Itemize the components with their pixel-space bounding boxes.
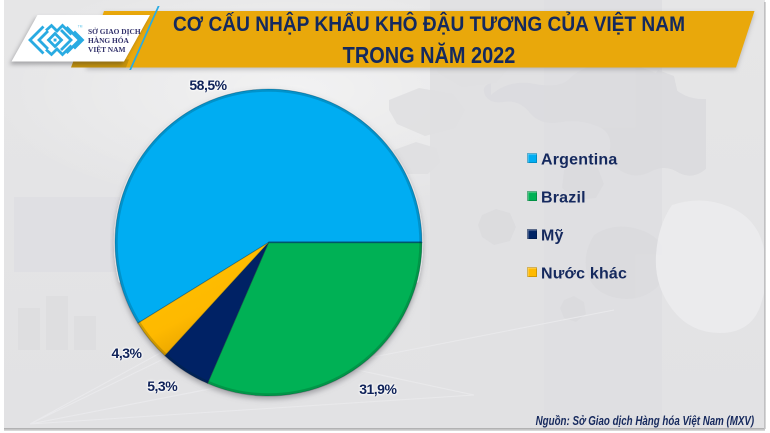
svg-text:TM: TM bbox=[78, 25, 83, 29]
